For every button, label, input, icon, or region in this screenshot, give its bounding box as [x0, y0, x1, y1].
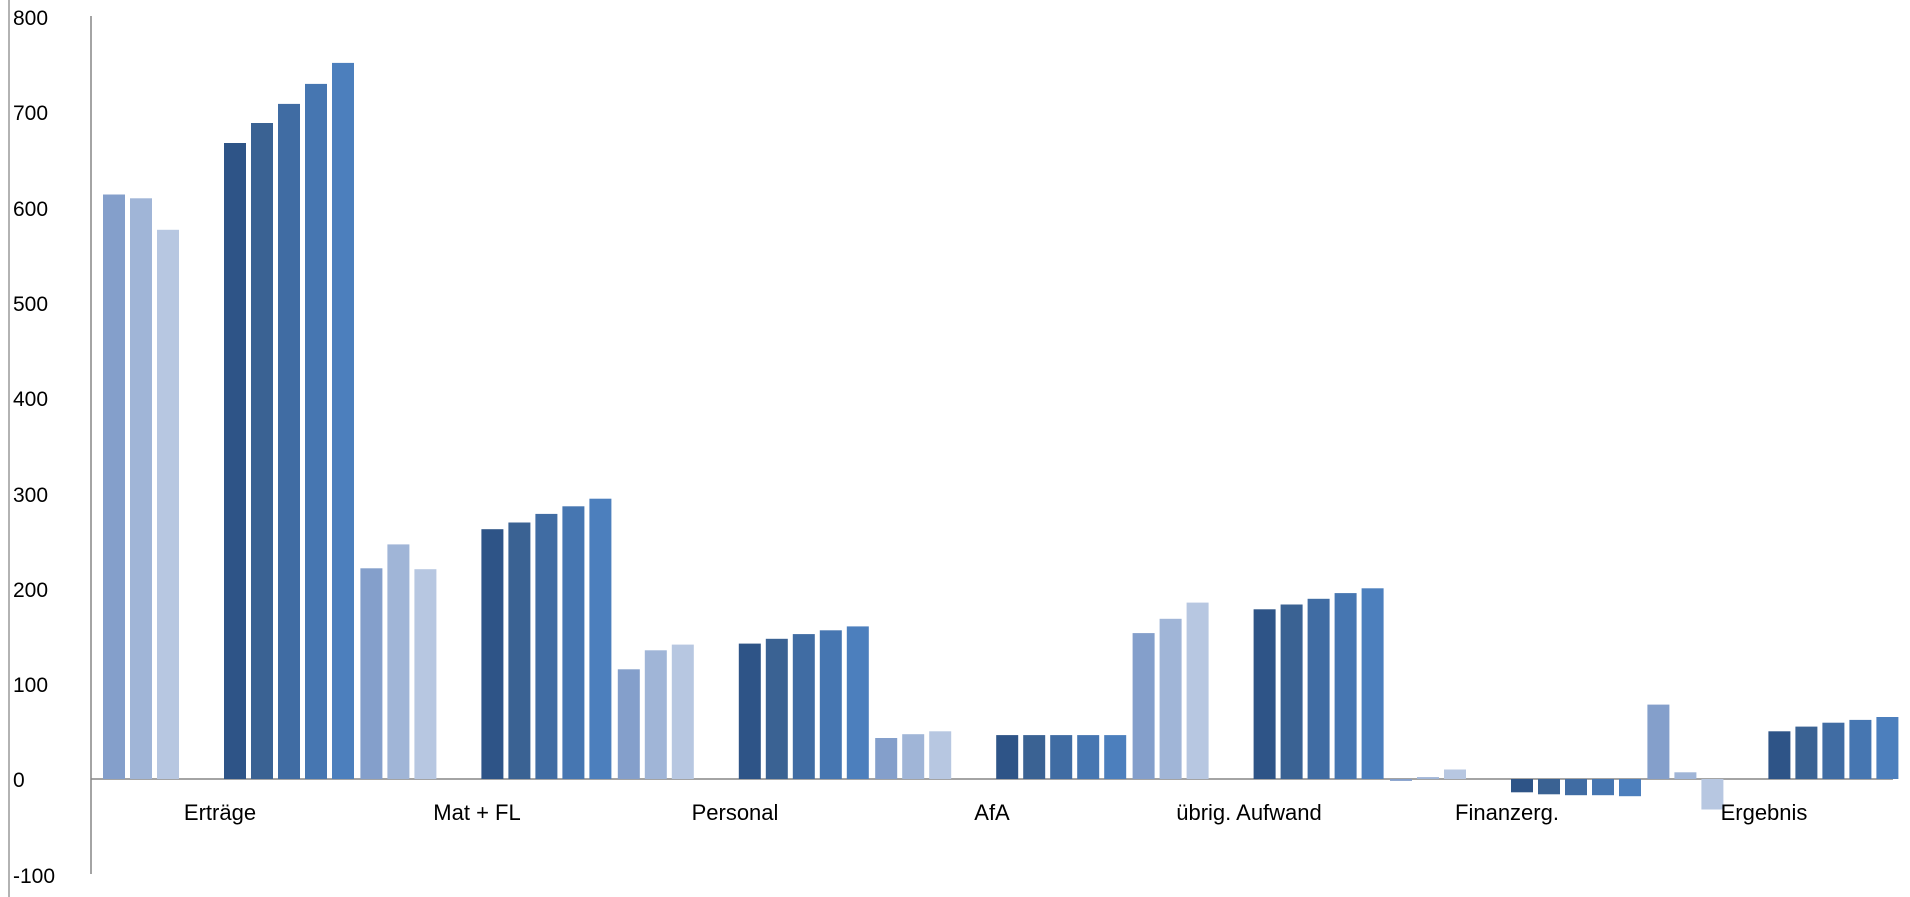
bar: [875, 738, 898, 779]
bar: [1104, 735, 1127, 779]
bar: [1444, 769, 1466, 779]
category-label: übrig. Aufwand: [1176, 800, 1322, 825]
bar: [562, 506, 585, 779]
y-tick-label: 200: [13, 579, 48, 602]
y-tick-label: -100: [13, 865, 55, 888]
bar: [1538, 779, 1560, 795]
category-label: Finanzerg.: [1455, 800, 1559, 825]
y-tick-label: 600: [13, 198, 48, 221]
bar: [1417, 777, 1439, 779]
bar: [644, 650, 667, 779]
bar: [360, 568, 383, 779]
bar: [387, 544, 410, 779]
bar: [765, 638, 788, 779]
y-tick-label: 100: [13, 674, 48, 697]
bar: [1390, 779, 1412, 781]
bar: [1674, 772, 1697, 779]
y-tick-label: 800: [13, 7, 48, 30]
bar: [1768, 731, 1791, 779]
y-tick-labels: 800 700 600 500 400 300 200 100 0 -100: [13, 7, 55, 888]
bar: [332, 62, 354, 779]
bar: [1592, 779, 1614, 796]
bar: [1334, 593, 1357, 779]
bar: [535, 513, 558, 779]
bar: [1077, 735, 1100, 779]
bar: [1876, 717, 1899, 779]
bar: [792, 634, 815, 779]
bar: [1822, 722, 1845, 779]
bar: [1565, 779, 1587, 796]
category-label: Erträge: [184, 800, 256, 825]
bar: [103, 194, 125, 779]
bar: [671, 644, 694, 779]
bar: [414, 569, 437, 779]
bar: [1511, 779, 1533, 793]
bar: [1159, 618, 1182, 779]
bar: [617, 669, 640, 779]
bar: [929, 731, 952, 779]
bar: [996, 735, 1019, 779]
y-tick-label: 400: [13, 388, 48, 411]
bar: [251, 123, 273, 779]
bar: [278, 103, 300, 779]
y-tick-label: 500: [13, 293, 48, 316]
bar: [1050, 735, 1073, 779]
bar: [481, 529, 504, 779]
bar: [1647, 704, 1670, 779]
bar: [1361, 588, 1384, 779]
category-label: Personal: [692, 800, 779, 825]
bar: [508, 522, 531, 779]
bar: [157, 229, 179, 780]
category-labels: Erträge Mat + FL Personal AfA übrig. Auf…: [184, 800, 1808, 825]
bar: [305, 83, 327, 779]
bar: [902, 734, 925, 779]
bar: [738, 643, 761, 779]
y-tick-label: 0: [13, 769, 25, 792]
category-label: Ergebnis: [1721, 800, 1808, 825]
bar: [1619, 779, 1641, 797]
y-tick-label: 700: [13, 102, 48, 125]
bar: [819, 630, 842, 779]
bar: [1023, 735, 1046, 779]
bar: [1795, 726, 1818, 779]
bar: [1186, 602, 1209, 779]
bar: [846, 626, 869, 779]
bar: [1132, 633, 1155, 779]
bar: [130, 198, 152, 780]
bar: [1701, 779, 1724, 810]
bar: [1307, 598, 1330, 779]
bar: [224, 143, 246, 779]
bar: [1849, 719, 1872, 779]
bar: [589, 498, 612, 779]
bar-series-group: [103, 62, 1899, 810]
y-tick-label: 300: [13, 484, 48, 507]
category-label: AfA: [974, 800, 1010, 825]
bar: [1253, 609, 1276, 779]
bar: [1280, 604, 1303, 779]
category-label: Mat + FL: [433, 800, 520, 825]
